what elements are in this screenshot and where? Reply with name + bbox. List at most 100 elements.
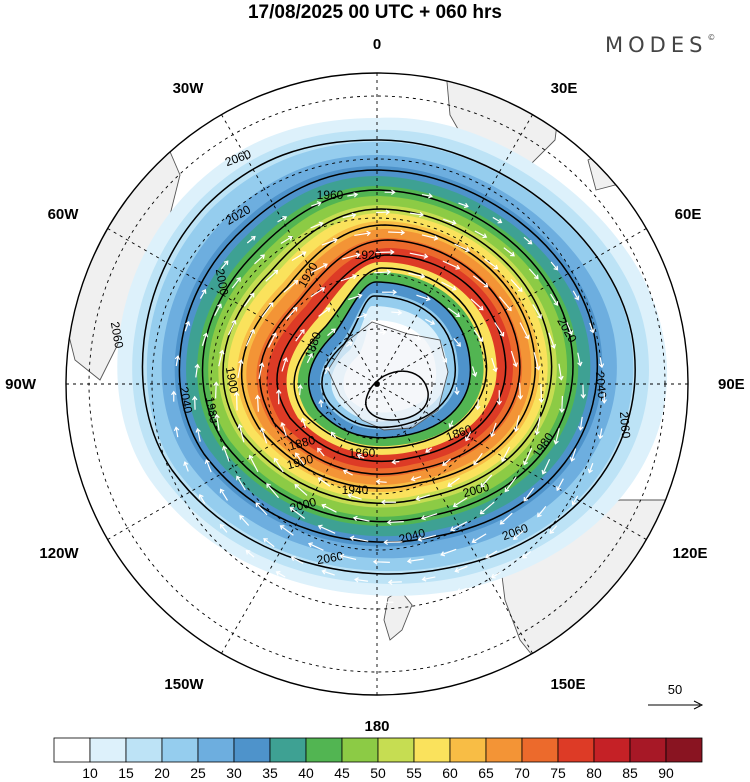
wind-arrow: [500, 512, 513, 525]
wind-arrowhead: [300, 417, 306, 423]
wind-arrowhead: [517, 287, 523, 293]
wind-arrow: [566, 322, 573, 335]
wind-arrowhead: [549, 529, 555, 535]
wind-arrowhead: [357, 293, 363, 299]
map-title: 17/08/2025 00 UTC + 060 hrs: [247, 2, 503, 23]
wind-arrow: [513, 530, 524, 540]
wind-arrow: [571, 448, 577, 462]
wind-arrowhead: [201, 288, 207, 294]
wind-arrowhead: [273, 457, 279, 463]
wind-arrow: [311, 202, 321, 207]
wind-arrowhead: [517, 395, 524, 400]
wind-arrow: [425, 318, 435, 325]
wind-arrow: [376, 480, 387, 483]
wind-arrow: [218, 350, 224, 367]
wind-arrowhead: [236, 475, 241, 481]
wind-arrowhead: [362, 313, 368, 319]
wind-arrowhead: [375, 479, 381, 485]
wind-arrow: [347, 193, 358, 197]
lon-label-60w: 60W: [48, 206, 80, 223]
brand-name: MODES: [605, 33, 708, 57]
wind-arrowhead: [571, 500, 577, 506]
wind-arrow: [599, 428, 603, 439]
wind-arrow: [289, 507, 306, 520]
wind-arrow: [341, 253, 360, 260]
latitude-circle-70: [266, 273, 488, 495]
wind-arrow: [263, 538, 275, 548]
wind-arrow: [340, 555, 357, 561]
wind-arrowhead: [417, 536, 423, 542]
wind-arrow: [356, 314, 367, 319]
wind-arrowhead: [475, 405, 481, 411]
colorbar-swatch: [629, 737, 667, 763]
wind-arrow: [455, 565, 468, 572]
wind-arrow: [421, 513, 438, 520]
wind-arrow: [220, 489, 228, 501]
wind-arrow: [318, 525, 336, 534]
wind-arrowhead: [233, 391, 240, 396]
wind-arrowhead: [273, 269, 279, 275]
brand-logo: MODES©: [605, 33, 715, 57]
wind-arrow: [223, 446, 230, 462]
wind-arrowhead: [366, 230, 372, 237]
wind-arrowhead: [222, 445, 228, 451]
wind-arrowhead: [440, 551, 446, 557]
wind-arrow: [420, 597, 431, 601]
wind-arrowhead: [534, 430, 540, 436]
wind-arrow: [558, 363, 562, 380]
wind-arrowhead: [478, 337, 483, 342]
wind-arrowhead: [282, 215, 288, 221]
wind-arrowhead: [330, 431, 336, 437]
wind-arrow: [291, 556, 304, 564]
map-border: [65, 72, 689, 696]
wind-arrow: [201, 333, 207, 347]
contour-label-text: 2060: [617, 411, 633, 439]
wind-arrowhead: [268, 302, 274, 307]
wind-arrow: [266, 483, 280, 499]
wind-arrowhead: [321, 503, 327, 509]
wind-arrowhead: [419, 596, 425, 603]
wind-arrowhead: [383, 539, 388, 546]
wind-arrowhead: [332, 237, 338, 244]
wind-arrowhead: [485, 553, 490, 559]
wind-arrowhead: [214, 413, 220, 419]
wind-arrowhead: [309, 586, 315, 592]
wind-arrow: [441, 356, 447, 363]
wind-arrowhead: [301, 251, 307, 257]
wind-arrow: [473, 329, 483, 342]
wind-arrowhead: [254, 394, 261, 400]
wind-arrow: [317, 447, 325, 457]
contour-label: 2000: [288, 495, 318, 516]
wind-arrow: [387, 521, 404, 524]
wind-arrow: [579, 416, 583, 430]
wind-arrow: [391, 311, 402, 314]
wind-arrow: [249, 455, 259, 473]
wind-arrow: [320, 400, 323, 408]
wind-arrowhead: [513, 427, 519, 433]
wind-arrowhead: [425, 296, 431, 302]
colorbar-label: 45: [334, 765, 350, 781]
colorbar-label: 15: [118, 765, 134, 781]
wind-arrow: [485, 550, 498, 559]
wind-arrowhead: [456, 588, 462, 594]
contour-label: 2040: [397, 526, 427, 547]
colorbar-label: 10: [82, 765, 98, 781]
wind-arrowhead: [276, 389, 282, 394]
colorbar-swatch: [89, 737, 127, 763]
wind-reference: 50: [648, 682, 704, 710]
wind-arrowhead: [559, 408, 565, 413]
wind-arrowhead: [323, 263, 328, 269]
wind-arrowhead: [454, 390, 460, 396]
wind-arrow: [343, 469, 353, 476]
wind-arrow: [418, 534, 437, 541]
lon-label-30e: 30E: [551, 80, 578, 97]
wind-arrowhead: [217, 303, 222, 309]
wind-arrowhead: [353, 192, 359, 198]
wind-arrowhead: [255, 502, 261, 508]
colorbar-label: 80: [586, 765, 602, 781]
colorbar-swatch: [521, 737, 559, 763]
contour-1880: [321, 295, 456, 429]
wind-arrowhead: [386, 269, 392, 275]
wind-arrow: [540, 384, 543, 403]
contour-label-text: 2040: [177, 386, 195, 415]
